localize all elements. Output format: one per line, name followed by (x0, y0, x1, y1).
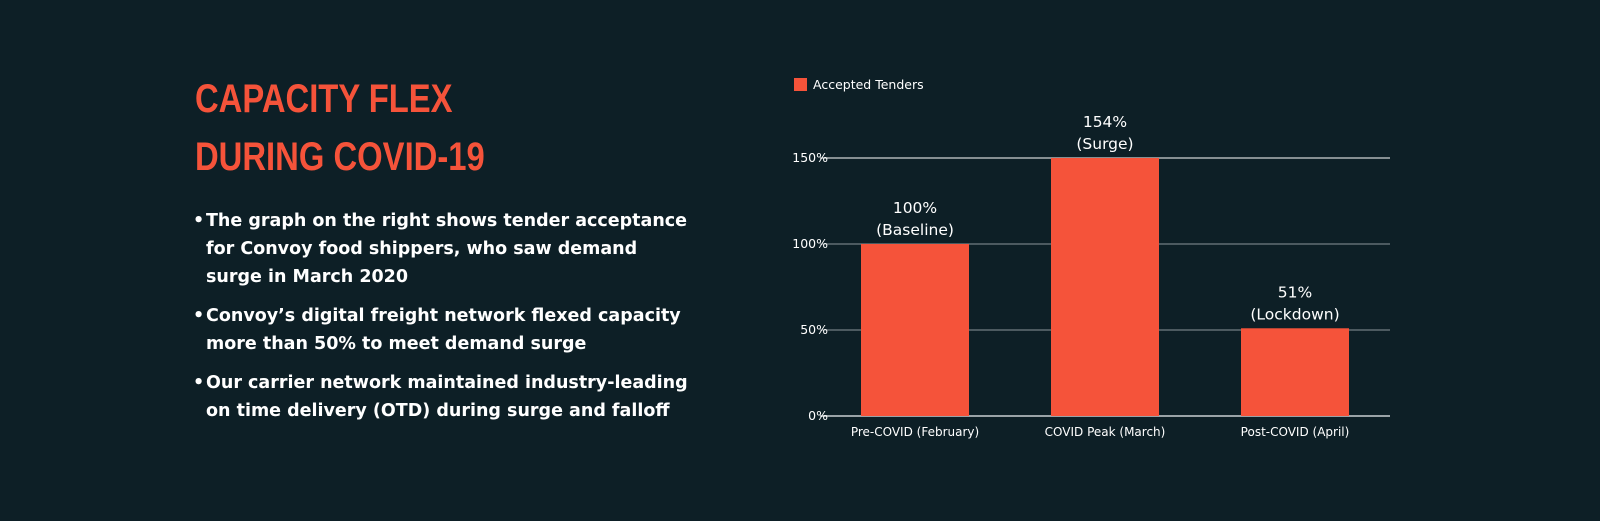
slide-title: CAPACITY FLEX DURING COVID-19 (195, 70, 485, 186)
data-label: 100% (893, 199, 937, 217)
data-label: 154% (1083, 113, 1127, 131)
x-tick-label: COVID Peak (March) (1045, 425, 1166, 439)
data-label: (Lockdown) (1250, 305, 1339, 323)
bullet-item: Convoy’s digital freight network flexed … (193, 302, 693, 358)
legend-label: Accepted Tenders (813, 77, 924, 92)
legend-swatch (794, 78, 807, 91)
data-label: (Surge) (1076, 135, 1133, 153)
bullet-item: Our carrier network maintained industry-… (193, 369, 693, 425)
bar (861, 244, 969, 416)
y-tick-label: 50% (800, 322, 828, 337)
x-tick-label: Pre-COVID (February) (851, 425, 979, 439)
y-tick-label: 100% (792, 236, 828, 251)
slide-title-line-1: CAPACITY FLEX (195, 77, 453, 121)
y-tick-label: 0% (808, 408, 828, 423)
data-label: 51% (1278, 283, 1312, 301)
x-tick-label: Post-COVID (April) (1241, 425, 1350, 439)
slide-title-line-2: DURING COVID-19 (195, 135, 485, 179)
y-tick-label: 150% (792, 150, 828, 165)
bar (1241, 328, 1349, 416)
bar (1051, 158, 1159, 416)
data-label: (Baseline) (876, 221, 954, 239)
bullet-item: The graph on the right shows tender acce… (193, 207, 693, 291)
bullet-list: The graph on the right shows tender acce… (193, 207, 693, 436)
